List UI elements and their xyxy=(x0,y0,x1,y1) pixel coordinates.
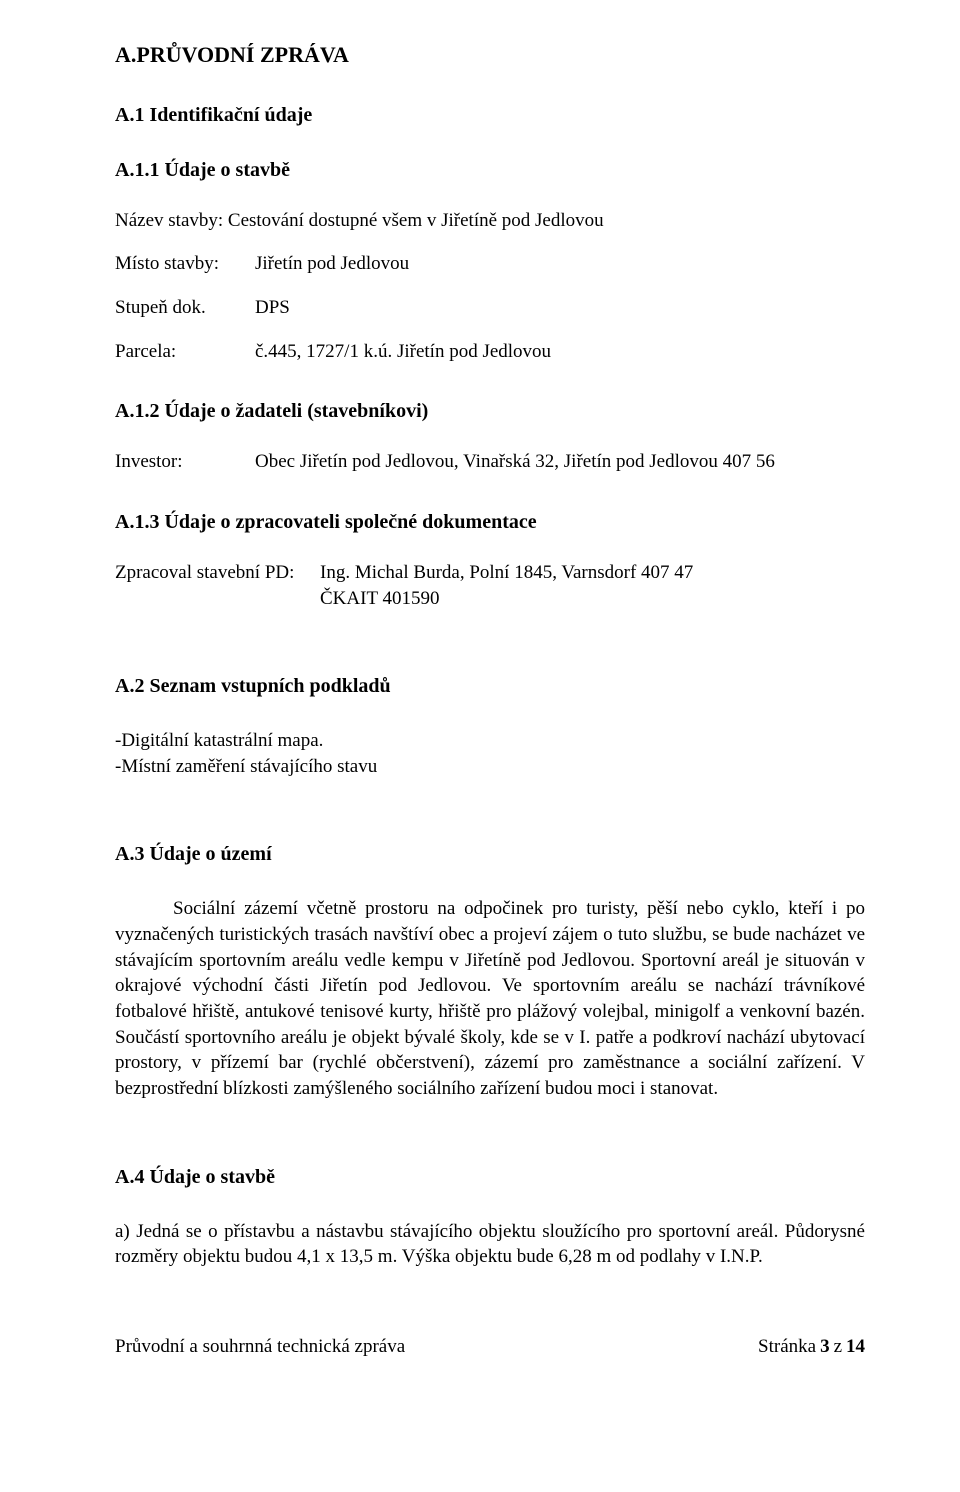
a2-item-0: -Digitální katastrální mapa. xyxy=(115,728,865,754)
nazev-stavby-line: Název stavby: Cestování dostupné všem v … xyxy=(115,208,604,234)
zpracoval-value-line1: Ing. Michal Burda, Polní 1845, Varnsdorf… xyxy=(320,560,865,586)
section-a2-heading: A.2 Seznam vstupních podkladů xyxy=(115,673,865,700)
section-a2-body: -Digitální katastrální mapa. -Místní zam… xyxy=(115,728,865,779)
zpracoval-value-line2: ČKAIT 401590 xyxy=(320,586,865,612)
zpracoval-label: Zpracoval stavební PD: xyxy=(115,560,320,611)
investor-value: Obec Jiřetín pod Jedlovou, Vinařská 32, … xyxy=(255,449,865,475)
misto-stavby-label: Místo stavby: xyxy=(115,251,255,277)
footer-sep: z xyxy=(834,1334,842,1360)
misto-stavby-value: Jiřetín pod Jedlovou xyxy=(255,251,865,277)
footer-right: Stránka 3 z 14 xyxy=(758,1334,865,1360)
section-a3-heading: A.3 Údaje o území xyxy=(115,841,865,868)
section-a3-body: Sociální zázemí včetně prostoru na odpoč… xyxy=(115,896,865,1101)
section-a4-heading: A.4 Údaje o stavbě xyxy=(115,1164,865,1191)
parcela-label: Parcela: xyxy=(115,339,255,365)
parcela-value: č.445, 1727/1 k.ú. Jiřetín pod Jedlovou xyxy=(255,339,865,365)
section-a11-heading: A.1.1 Údaje o stavbě xyxy=(115,157,865,184)
footer-page-total: 14 xyxy=(846,1334,865,1360)
section-a1-heading: A.1 Identifikační údaje xyxy=(115,102,865,129)
footer-prefix: Stránka xyxy=(758,1334,816,1360)
investor-label: Investor: xyxy=(115,449,255,475)
stupen-value: DPS xyxy=(255,295,865,321)
main-title: A.PRŮVODNÍ ZPRÁVA xyxy=(115,40,865,70)
footer-page-current: 3 xyxy=(820,1334,830,1360)
section-a4-body: a) Jedná se o přístavbu a nástavbu stáva… xyxy=(115,1219,865,1270)
footer-left: Průvodní a souhrnná technická zpráva xyxy=(115,1334,405,1360)
page-footer: Průvodní a souhrnná technická zpráva Str… xyxy=(115,1334,865,1360)
section-a11-body: Název stavby: Cestování dostupné všem v … xyxy=(115,208,865,365)
section-a13-heading: A.1.3 Údaje o zpracovateli společné doku… xyxy=(115,509,865,536)
section-a12-heading: A.1.2 Údaje o žadateli (stavebníkovi) xyxy=(115,398,865,425)
a3-paragraph: Sociální zázemí včetně prostoru na odpoč… xyxy=(115,896,865,1101)
a4-paragraph: a) Jedná se o přístavbu a nástavbu stáva… xyxy=(115,1219,865,1270)
a2-item-1: -Místní zaměření stávajícího stavu xyxy=(115,754,865,780)
stupen-label: Stupeň dok. xyxy=(115,295,255,321)
section-a12-body: Investor: Obec Jiřetín pod Jedlovou, Vin… xyxy=(115,449,865,475)
section-a13-body: Zpracoval stavební PD: Ing. Michal Burda… xyxy=(115,560,865,611)
